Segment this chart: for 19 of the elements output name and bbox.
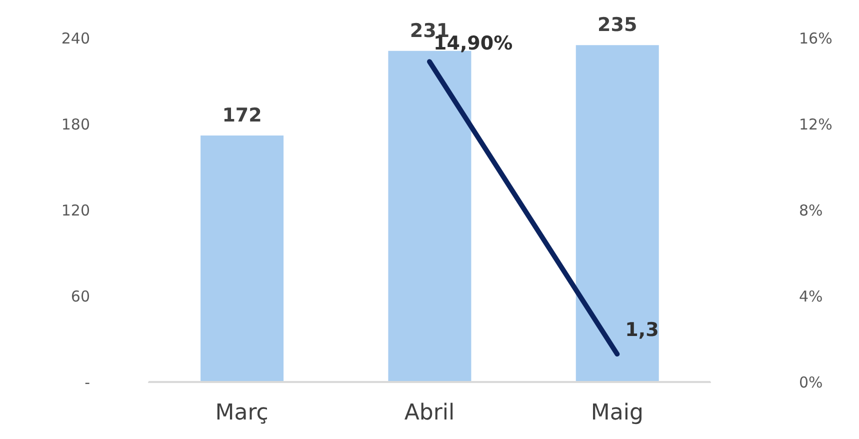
- y2-tick-label: 8%: [799, 201, 823, 220]
- bar: [200, 135, 284, 382]
- data-label: 235: [598, 14, 638, 36]
- y-tick-label: 60: [70, 287, 90, 306]
- y-tick-label: 180: [61, 115, 90, 134]
- y2-tick-label: 4%: [799, 287, 823, 306]
- y-tick-label: 240: [61, 29, 90, 48]
- y2-tick-label: 0%: [799, 373, 823, 392]
- y2-tick-label: 12%: [799, 115, 832, 134]
- y-tick-label: 120: [61, 201, 90, 220]
- y-tick-label: -: [84, 373, 90, 392]
- y2-tick-label: 16%: [799, 29, 832, 48]
- data-label: 172: [222, 104, 262, 126]
- x-tick-label: Març: [215, 400, 268, 426]
- x-tick-label: Maig: [590, 400, 644, 426]
- x-tick-label: Abril: [404, 400, 455, 426]
- bar: [576, 45, 659, 382]
- bar: [388, 50, 472, 382]
- data-label: 1,3: [625, 319, 659, 342]
